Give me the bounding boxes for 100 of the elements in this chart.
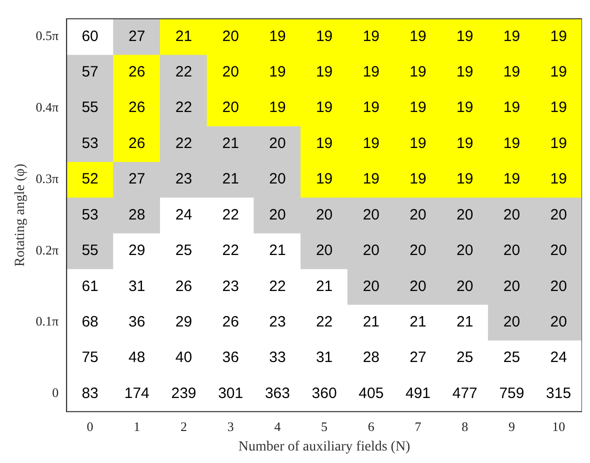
data-label: 19 xyxy=(503,99,520,116)
data-label: 19 xyxy=(456,64,474,81)
data-label: 40 xyxy=(175,349,192,366)
data-label: 22 xyxy=(269,278,286,295)
data-label: 20 xyxy=(362,278,380,295)
y-axis-title: Rotating angle (φ) xyxy=(13,163,28,267)
data-label: 315 xyxy=(546,384,572,402)
data-label: 26 xyxy=(128,99,146,116)
data-label: 301 xyxy=(218,384,244,402)
data-label: 363 xyxy=(264,384,290,402)
data-label: 759 xyxy=(499,384,524,402)
x-tick-label: 10 xyxy=(552,418,566,434)
data-label: 360 xyxy=(312,384,337,402)
data-label: 57 xyxy=(82,64,98,81)
data-label: 21 xyxy=(456,313,474,330)
data-label: 19 xyxy=(550,134,567,152)
data-label: 20 xyxy=(550,206,567,224)
data-label: 23 xyxy=(175,170,192,188)
data-label: 19 xyxy=(456,134,474,152)
data-label: 19 xyxy=(316,170,333,188)
data-label: 19 xyxy=(550,64,567,81)
data-label: 19 xyxy=(550,170,567,188)
data-label: 20 xyxy=(456,206,474,224)
data-label: 19 xyxy=(410,170,426,188)
data-label: 19 xyxy=(503,134,520,152)
data-label: 20 xyxy=(316,206,333,224)
data-label: 26 xyxy=(222,313,239,330)
data-label: 23 xyxy=(269,313,286,330)
data-label: 20 xyxy=(269,134,286,152)
data-label: 52 xyxy=(82,170,98,188)
data-label: 61 xyxy=(82,278,98,295)
data-label: 22 xyxy=(175,64,192,81)
data-label: 23 xyxy=(222,278,239,295)
y-tick-label: 0.3π xyxy=(36,170,60,186)
data-label: 19 xyxy=(410,99,426,116)
data-label: 27 xyxy=(128,28,146,45)
data-label: 21 xyxy=(175,28,192,45)
data-label: 19 xyxy=(362,28,380,45)
data-label: 19 xyxy=(410,28,426,45)
data-label: 31 xyxy=(316,349,333,366)
data-label: 20 xyxy=(362,206,380,224)
data-label: 28 xyxy=(362,349,380,366)
data-label: 22 xyxy=(175,134,192,152)
data-label: 48 xyxy=(128,349,146,366)
data-label: 19 xyxy=(316,99,333,116)
x-tick-label: 9 xyxy=(508,418,515,434)
data-label: 36 xyxy=(222,349,239,366)
data-label: 20 xyxy=(550,242,567,260)
data-label: 21 xyxy=(222,170,239,188)
data-label: 19 xyxy=(456,170,474,188)
data-label: 21 xyxy=(222,134,239,152)
data-label: 19 xyxy=(550,28,567,45)
data-label: 19 xyxy=(269,99,286,116)
data-label: 83 xyxy=(82,384,98,402)
data-label: 19 xyxy=(503,64,520,81)
data-label: 21 xyxy=(362,313,380,330)
data-label: 75 xyxy=(82,349,98,366)
data-label: 26 xyxy=(128,64,146,81)
data-label: 19 xyxy=(456,28,474,45)
data-label: 20 xyxy=(550,278,567,295)
data-label: 25 xyxy=(456,349,474,366)
data-label: 19 xyxy=(550,99,567,116)
x-tick-label: 0 xyxy=(86,418,94,434)
data-label: 20 xyxy=(222,28,239,45)
data-label: 20 xyxy=(456,278,474,295)
data-label: 20 xyxy=(410,278,426,295)
data-label: 477 xyxy=(452,384,478,402)
data-label: 22 xyxy=(222,242,239,260)
y-tick-label: 0.1π xyxy=(36,314,60,329)
data-label: 21 xyxy=(316,278,333,295)
x-tick-label: 1 xyxy=(134,418,140,434)
data-label: 22 xyxy=(316,313,333,330)
data-label: 33 xyxy=(269,349,286,366)
data-label: 21 xyxy=(269,242,286,260)
data-label: 24 xyxy=(550,349,567,366)
data-label: 19 xyxy=(316,64,333,81)
data-label: 53 xyxy=(82,206,98,224)
data-label: 405 xyxy=(358,384,384,402)
x-tick-label: 2 xyxy=(180,418,187,434)
data-label: 25 xyxy=(175,242,192,260)
data-label: 20 xyxy=(503,313,520,330)
x-tick-label: 3 xyxy=(227,418,234,434)
data-label: 19 xyxy=(503,28,520,45)
data-label: 31 xyxy=(128,278,146,295)
data-label: 25 xyxy=(503,349,520,366)
data-label: 27 xyxy=(410,349,426,366)
data-label: 24 xyxy=(175,206,192,224)
x-tick-label: 5 xyxy=(321,418,328,434)
y-tick-label: 0.2π xyxy=(36,242,60,258)
x-tick-label: 6 xyxy=(368,418,375,434)
data-label: 20 xyxy=(222,99,239,116)
data-label: 19 xyxy=(362,64,380,81)
data-label: 19 xyxy=(410,134,426,152)
data-label: 19 xyxy=(456,99,474,116)
data-label: 491 xyxy=(406,384,431,402)
x-tick-label: 7 xyxy=(414,418,422,434)
x-tick-label: 8 xyxy=(462,418,468,434)
data-label: 28 xyxy=(128,206,146,224)
x-tick-label: 4 xyxy=(274,418,282,434)
data-label: 55 xyxy=(82,99,98,116)
